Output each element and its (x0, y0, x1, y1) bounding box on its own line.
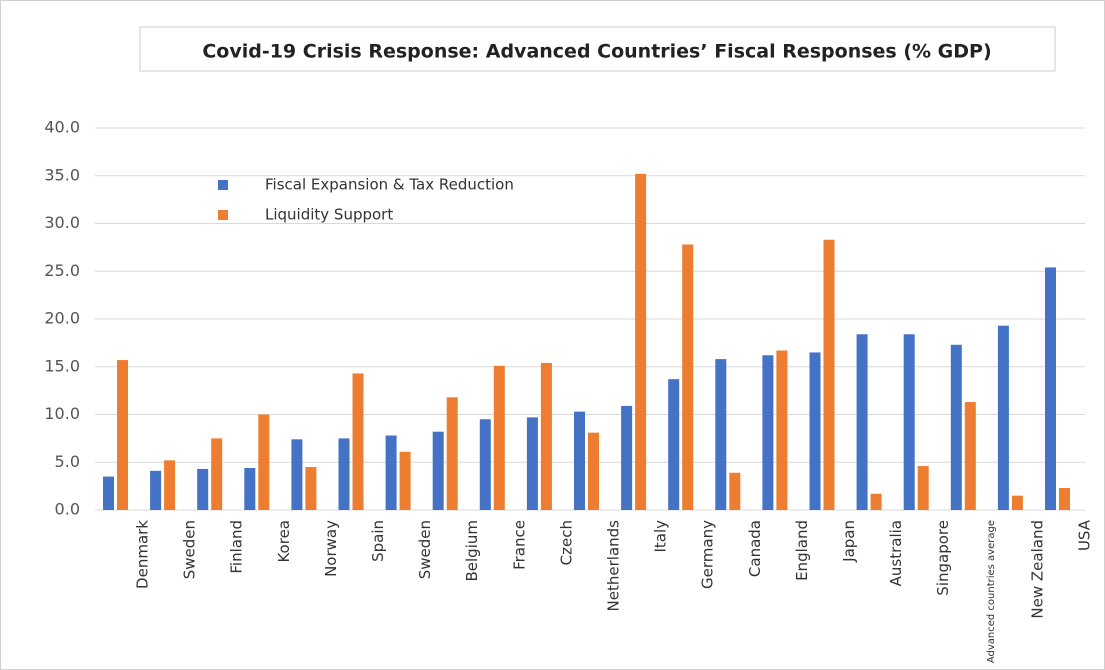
bar (635, 173, 647, 510)
bar (917, 466, 929, 510)
legend-swatch (218, 210, 228, 220)
bar (244, 467, 256, 510)
legend-swatch (218, 180, 228, 190)
bar (432, 431, 444, 510)
x-tick-label: Denmark (134, 520, 152, 589)
bar (164, 460, 176, 510)
bar (258, 414, 270, 510)
legend-label: Liquidity Support (265, 206, 393, 224)
chart-title: Covid-19 Crisis Response: Advanced Count… (202, 41, 991, 63)
bar (574, 411, 585, 510)
bar (776, 350, 788, 510)
x-tick-label: Norway (322, 520, 340, 577)
y-tick-label: 40.0 (44, 118, 80, 137)
bar (338, 438, 350, 510)
y-tick-label: 0.0 (55, 500, 80, 519)
bar (479, 419, 491, 510)
x-tick-label: England (793, 520, 811, 581)
bar (729, 472, 741, 510)
y-tick-label: 20.0 (44, 309, 80, 328)
bar (1045, 267, 1056, 510)
x-tick-label: Czech (557, 520, 575, 565)
bar (103, 476, 114, 510)
y-tick-label: 5.0 (55, 452, 80, 471)
bar (150, 470, 162, 510)
bar (903, 334, 915, 510)
title-box (139, 26, 1056, 72)
bar (540, 362, 552, 510)
y-tick-label: 10.0 (44, 404, 80, 423)
x-tick-label: New Zealand (1028, 520, 1046, 619)
y-tick-label: 30.0 (44, 213, 80, 232)
bar (211, 438, 223, 510)
x-tick-label: Singapore (934, 520, 952, 596)
x-tick-label: Finland (228, 520, 246, 574)
bar (856, 334, 868, 510)
x-tick-label: Germany (699, 520, 717, 589)
bar (762, 355, 774, 510)
x-tick-label: Australia (887, 520, 905, 586)
y-tick-label: 35.0 (44, 165, 80, 184)
x-tick-label: Sweden (181, 520, 199, 579)
bar (291, 439, 303, 510)
bar (950, 344, 962, 510)
bar (446, 397, 458, 510)
bar (823, 239, 835, 511)
bar (621, 405, 633, 510)
y-tick-label: 15.0 (44, 356, 80, 375)
bar (493, 365, 505, 510)
y-tick-label: 25.0 (44, 261, 80, 280)
x-tick-label: Korea (275, 520, 293, 563)
bar (997, 325, 1009, 510)
x-tick-label: Japan (840, 520, 858, 563)
bar (399, 451, 411, 510)
bar (385, 435, 397, 510)
bar (870, 493, 882, 510)
bar (305, 467, 317, 510)
x-tick-label: USA (1076, 519, 1094, 551)
bar (964, 402, 976, 510)
bar (588, 432, 599, 510)
bar (117, 360, 128, 510)
x-tick-label: Advanced countries average (986, 520, 997, 663)
x-tick-label: France (510, 520, 528, 570)
bar (526, 417, 538, 510)
bar (668, 379, 680, 510)
x-tick-label: Canada (746, 520, 764, 577)
bar (809, 352, 821, 510)
bar (197, 468, 209, 510)
legend-label: Fiscal Expansion & Tax Reduction (265, 176, 514, 194)
x-tick-label: Belgium (463, 520, 481, 582)
x-tick-label: Spain (369, 520, 387, 562)
bar (352, 373, 364, 510)
bar (715, 359, 727, 510)
x-tick-label: Sweden (416, 520, 434, 579)
x-tick-label: Italy (652, 520, 670, 553)
x-tick-label: Netherlands (605, 520, 623, 612)
bar (682, 244, 694, 510)
bar (1059, 488, 1070, 510)
bar (1011, 495, 1023, 510)
